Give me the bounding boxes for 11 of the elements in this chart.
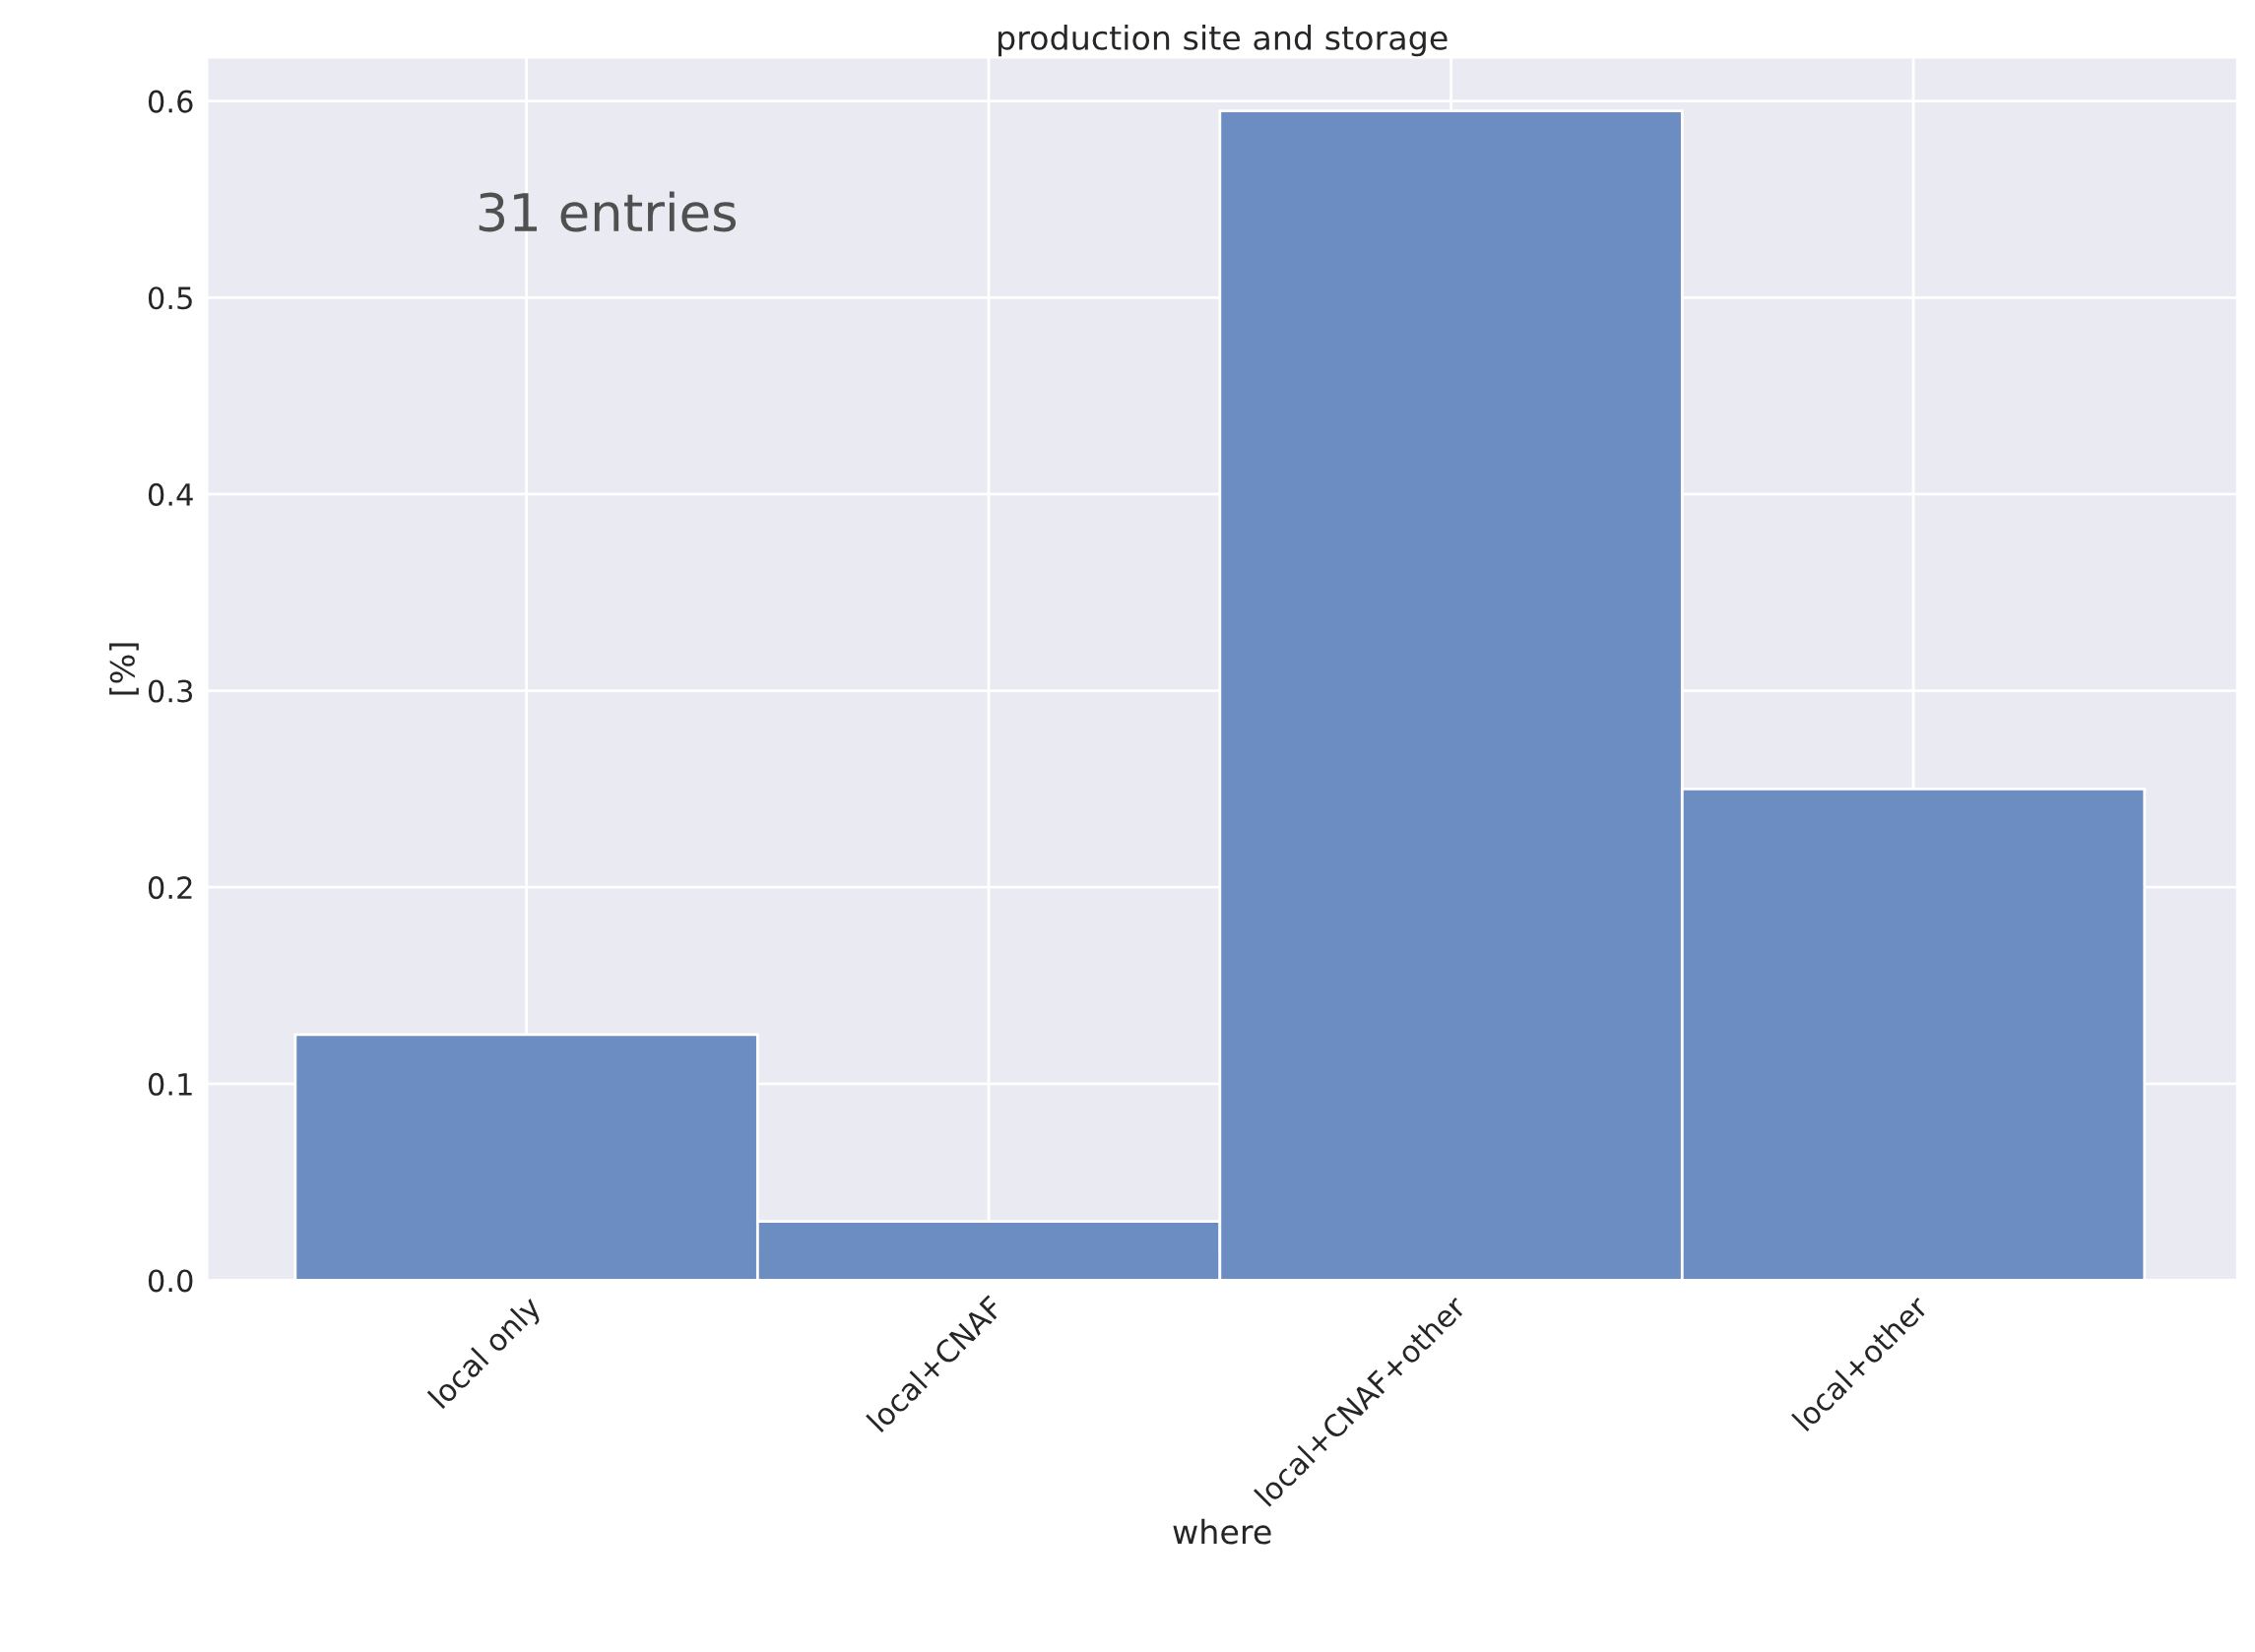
annotation: 31 entries: [479, 191, 737, 232]
y-tick-label: 0.1: [148, 1072, 192, 1096]
y-tick-label: 0.3: [148, 679, 193, 703]
y-tick-label: 0.2: [148, 876, 192, 900]
y-tick-label: 0.5: [148, 286, 192, 310]
x-axis-title: where: [1173, 1518, 1271, 1545]
y-axis-title: [%]: [109, 643, 139, 695]
y-tick-label: 0.4: [148, 482, 193, 506]
y-tick-label: 0.0: [148, 1269, 193, 1293]
chart-title: production site and storage: [999, 25, 1448, 57]
y-tick-label: 0.6: [148, 90, 193, 113]
